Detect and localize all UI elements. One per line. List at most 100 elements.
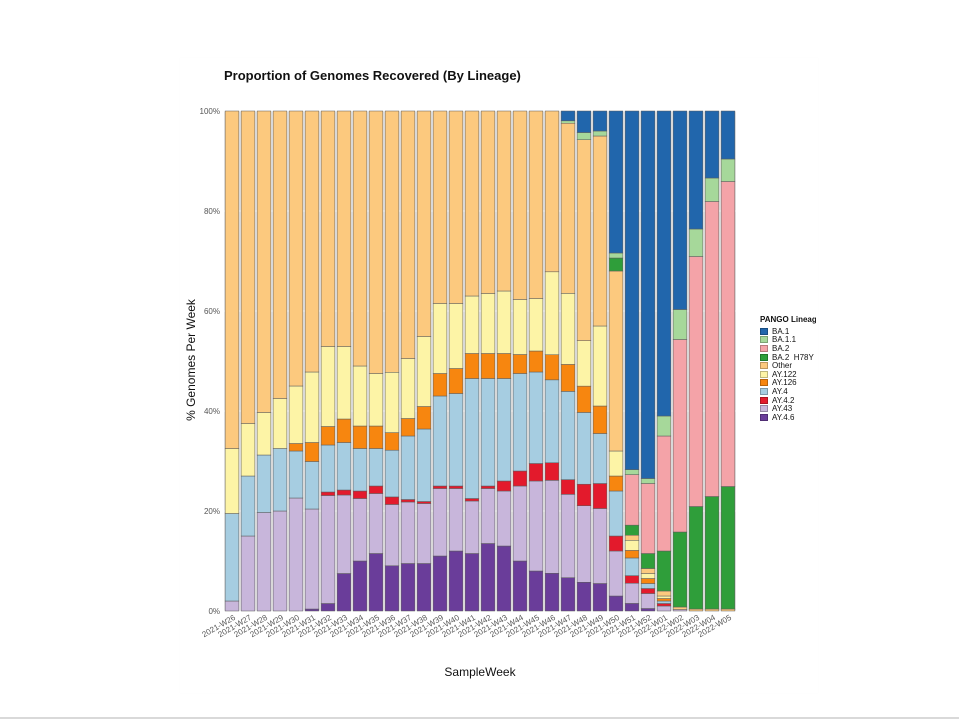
bar-segment-ay-4-2 bbox=[352, 490, 368, 499]
bar-stack-2022-W03 bbox=[688, 110, 704, 612]
bar-segment-ay-4-2 bbox=[464, 498, 480, 502]
bar-segment-ay-4 bbox=[240, 475, 256, 537]
bar-segment-ay-43 bbox=[352, 498, 368, 562]
bar-segment-other bbox=[544, 110, 560, 273]
legend-label: AY.122 bbox=[772, 369, 797, 379]
bar-segment-ay-4 bbox=[304, 461, 320, 510]
bar-segment-ay-4-2 bbox=[400, 499, 416, 503]
bar-stack-2021-W50 bbox=[608, 110, 624, 612]
bar-segment-ay-43 bbox=[576, 505, 592, 583]
bar-segment-ay-43 bbox=[320, 495, 336, 604]
bar-segment-ba-1 bbox=[656, 110, 672, 417]
legend-swatch bbox=[760, 327, 768, 335]
bar-segment-ay-126 bbox=[512, 354, 528, 374]
bar-segment-ay-4-2 bbox=[496, 480, 512, 492]
bar-segment-other bbox=[528, 110, 544, 299]
bar-segment-ay-4 bbox=[320, 444, 336, 493]
bar-segment-ay-4 bbox=[288, 450, 304, 499]
legend-item: AY.43 bbox=[760, 404, 816, 413]
bar-segment-ay-126 bbox=[480, 353, 496, 379]
bar-segment-ay-126 bbox=[544, 354, 560, 381]
bar-segment-ay-122 bbox=[368, 373, 384, 427]
bar-stack-2021-W52 bbox=[640, 110, 656, 612]
bar-segment-ay-4 bbox=[256, 454, 272, 513]
bar-segment-ba-1-1 bbox=[656, 415, 672, 437]
bar-segment-ay-4 bbox=[528, 371, 544, 464]
bar-segment-ay-122 bbox=[560, 293, 576, 365]
bar-segment-ay-4-6 bbox=[640, 608, 656, 612]
bar-segment-ay-4 bbox=[448, 393, 464, 487]
bar-segment-ba-1 bbox=[688, 110, 704, 230]
bar-segment-ba-1-1 bbox=[608, 252, 624, 259]
bar-segment-ay-4 bbox=[608, 490, 624, 537]
bar-segment-ay-4-6 bbox=[432, 555, 448, 612]
legend-swatch bbox=[760, 344, 768, 352]
bar-stack-2021-W39 bbox=[432, 110, 448, 612]
bar-segment-ay-126 bbox=[304, 442, 320, 462]
legend-label: AY.4 bbox=[772, 387, 788, 396]
legend-swatch bbox=[760, 353, 768, 361]
bar-segment-ba-1-1 bbox=[640, 478, 656, 484]
legend-label: BA.2_H78Y bbox=[772, 352, 814, 362]
bar-segment-ay-43 bbox=[336, 494, 352, 574]
bar-segment-ay-4 bbox=[624, 557, 640, 576]
y-axis-label: % Genomes Per Week bbox=[184, 299, 198, 421]
bar-segment-ay-4 bbox=[416, 428, 432, 502]
bar-segment-ay-126 bbox=[336, 418, 352, 443]
bar-segment-other bbox=[432, 110, 448, 304]
bar-segment-ay-4-2 bbox=[624, 575, 640, 584]
bar-stack-2021-W42 bbox=[480, 110, 496, 612]
bar-segment-ay-4 bbox=[336, 442, 352, 491]
legend-label: Other bbox=[772, 361, 793, 370]
bar-segment-ay-4-2 bbox=[336, 489, 352, 496]
bar-stack-2021-W36 bbox=[384, 110, 400, 612]
y-tick-label: 100% bbox=[200, 107, 220, 116]
bar-segment-ay-122 bbox=[528, 298, 544, 352]
bar-segment-ay-43 bbox=[448, 488, 464, 552]
legend-title: PANGO Lineage bbox=[760, 315, 816, 324]
bar-segment-other bbox=[352, 110, 368, 367]
bar-segment-ay-4 bbox=[640, 583, 656, 589]
bar-segment-ay-122 bbox=[384, 372, 400, 433]
legend-item: AY.4.6 bbox=[760, 413, 816, 422]
bar-segment-ay-4 bbox=[272, 448, 288, 512]
legend-swatch bbox=[760, 362, 768, 370]
bar-segment-other bbox=[640, 568, 656, 574]
bar-segment-ay-126 bbox=[464, 353, 480, 379]
bar-segment-ay-126 bbox=[288, 443, 304, 452]
bar-segment-ba-1-1 bbox=[720, 158, 736, 182]
bar-stack-2022-W04 bbox=[704, 110, 720, 612]
bar-segment-ba-1 bbox=[720, 110, 736, 160]
bar-segment-other bbox=[608, 270, 624, 452]
legend-item: AY.4.2 bbox=[760, 396, 816, 404]
legend-swatch bbox=[760, 405, 768, 413]
bar-segment-other bbox=[384, 110, 400, 373]
bar-segment-ay-43 bbox=[400, 501, 416, 564]
bar-segment-ay-126 bbox=[384, 432, 400, 451]
legend-item: BA.2 bbox=[760, 344, 816, 353]
bar-segment-ay-43 bbox=[496, 490, 512, 547]
bar-segment-ay-43 bbox=[480, 488, 496, 544]
bar-segment-ay-4 bbox=[432, 395, 448, 487]
bar-segment-ba-1-1 bbox=[576, 132, 592, 140]
legend-item: BA.2_H78Y bbox=[760, 352, 816, 362]
legend-label: AY.43 bbox=[772, 404, 793, 413]
bar-segment-ay-4-6 bbox=[560, 577, 576, 612]
bar-segment-ba-1 bbox=[560, 110, 576, 122]
window-bottom-border bbox=[0, 717, 959, 719]
legend-item: Other bbox=[760, 361, 816, 370]
bar-segment-other bbox=[448, 110, 464, 304]
bar-segment-ay-43 bbox=[416, 503, 432, 564]
bar-segment-ba-2 bbox=[656, 435, 672, 552]
bar-segment-ba-1-1 bbox=[560, 120, 576, 124]
bar-segment-ay-43 bbox=[464, 500, 480, 554]
bar-segment-ay-122 bbox=[576, 340, 592, 387]
bar-segment-other bbox=[672, 606, 688, 610]
bar-segment-ay-4-6 bbox=[480, 543, 496, 612]
chart-title: Proportion of Genomes Recovered (By Line… bbox=[224, 68, 521, 83]
bar-segment-other bbox=[288, 110, 304, 387]
bar-stack-2022-W02 bbox=[672, 110, 688, 612]
legend-swatch bbox=[760, 336, 768, 344]
bar-segment-ay-122 bbox=[320, 346, 336, 427]
bar-segment-ba-2-h78y bbox=[608, 257, 624, 272]
